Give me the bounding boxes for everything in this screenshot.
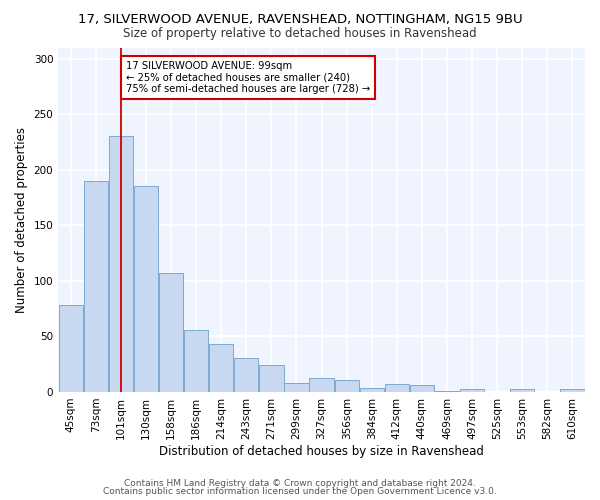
Bar [460, 388, 484, 392]
Text: Contains public sector information licensed under the Open Government Licence v3: Contains public sector information licen… [103, 487, 497, 496]
Bar [435, 391, 459, 392]
Bar [335, 380, 359, 392]
Bar [109, 136, 133, 392]
Bar [59, 306, 83, 392]
Bar [510, 388, 535, 392]
Bar [134, 186, 158, 392]
Text: Size of property relative to detached houses in Ravenshead: Size of property relative to detached ho… [123, 28, 477, 40]
Bar [410, 386, 434, 392]
Bar [234, 358, 259, 392]
Bar [83, 181, 108, 392]
Text: Contains HM Land Registry data © Crown copyright and database right 2024.: Contains HM Land Registry data © Crown c… [124, 478, 476, 488]
Bar [209, 344, 233, 392]
Bar [159, 273, 183, 392]
Bar [284, 383, 308, 392]
Bar [359, 388, 384, 392]
Bar [184, 330, 208, 392]
Bar [310, 378, 334, 392]
Bar [385, 384, 409, 392]
X-axis label: Distribution of detached houses by size in Ravenshead: Distribution of detached houses by size … [159, 444, 484, 458]
Bar [259, 366, 284, 392]
Y-axis label: Number of detached properties: Number of detached properties [15, 126, 28, 312]
Text: 17 SILVERWOOD AVENUE: 99sqm
← 25% of detached houses are smaller (240)
75% of se: 17 SILVERWOOD AVENUE: 99sqm ← 25% of det… [126, 61, 370, 94]
Text: 17, SILVERWOOD AVENUE, RAVENSHEAD, NOTTINGHAM, NG15 9BU: 17, SILVERWOOD AVENUE, RAVENSHEAD, NOTTI… [77, 12, 523, 26]
Bar [560, 388, 584, 392]
